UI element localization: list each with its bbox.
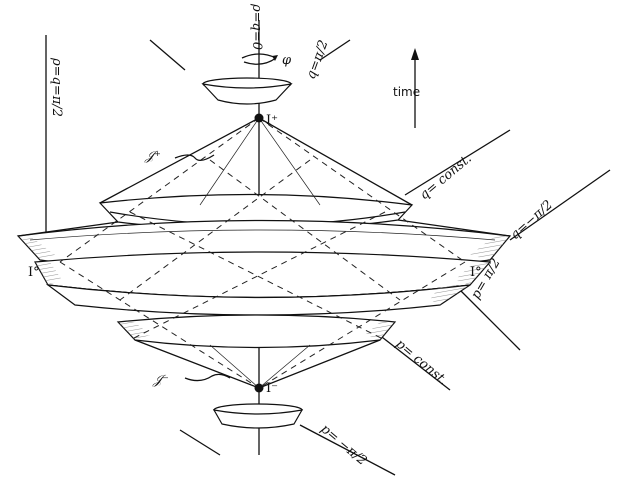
- diag-line-p-minus-pi2: [179, 429, 221, 456]
- label-axis-top: ρ=q=0: [249, 3, 264, 50]
- i-minus-point: [254, 383, 264, 393]
- label-i-plus: I⁺: [266, 113, 278, 128]
- label-phi: φ: [282, 53, 292, 68]
- phi-rotation-arrow: [241, 53, 278, 65]
- scri-minus-pointer: [184, 373, 231, 382]
- label-time: time: [393, 85, 420, 99]
- diag-line-p-minus-pi2-lower: [299, 424, 396, 476]
- diag-line-q-const: [404, 129, 511, 196]
- diag-line-p-pi2: [459, 289, 521, 351]
- label-axis-left: ρ=q=π/2: [49, 57, 64, 117]
- label-q-const: q= const.: [417, 151, 475, 203]
- band-lowest: [116, 314, 397, 349]
- diag-line-q-pi2: [149, 39, 186, 71]
- label-q-pi2: q=π/2: [304, 38, 332, 81]
- label-p-const: p= const.: [392, 337, 450, 389]
- label-p-minus-pi2: p= −π/2: [317, 422, 369, 469]
- diag-line-q-minus-pi2: [509, 169, 611, 241]
- scri-plus-pointer: [174, 154, 215, 162]
- bottom-cup: [212, 403, 304, 429]
- dashed-grid: [59, 117, 466, 389]
- diag-line-q-pi2-upper: [319, 39, 351, 61]
- future-cone: [17, 117, 511, 237]
- top-cup: [201, 77, 293, 105]
- past-cone: [134, 339, 381, 389]
- label-scri-minus: 𝒥⁻: [152, 373, 169, 388]
- label-i0-left: I°: [28, 265, 40, 280]
- band-lower: [45, 284, 471, 316]
- i-plus-point: [254, 113, 264, 123]
- label-q-minus-pi2: q=−π/2: [508, 197, 556, 242]
- time-arrow-icon: [411, 48, 419, 128]
- label-scri-plus: 𝒥⁺: [144, 149, 161, 164]
- label-i0-right: I°: [470, 265, 482, 280]
- label-i-minus: I⁻: [266, 381, 278, 396]
